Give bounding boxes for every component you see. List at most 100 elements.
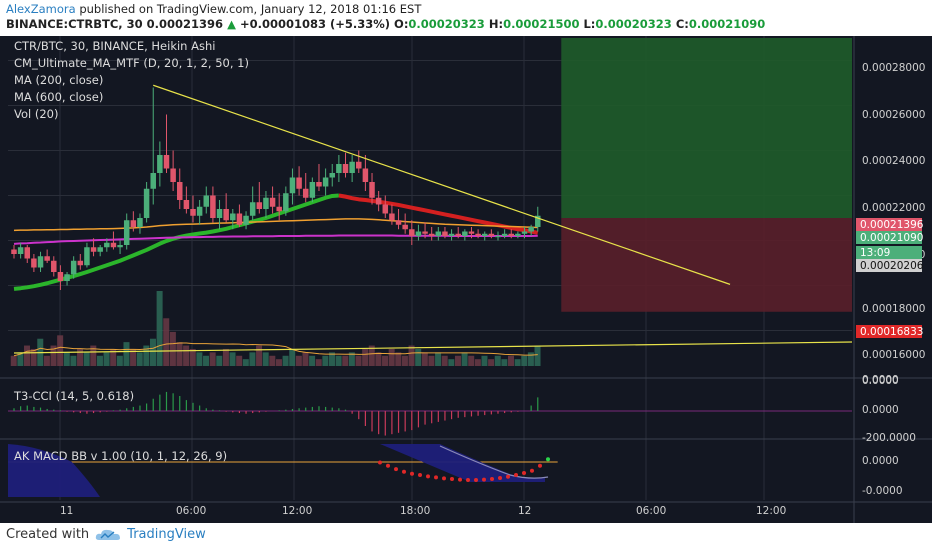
macd-dot [538, 463, 542, 468]
candles [11, 87, 541, 290]
candle-body [110, 242, 117, 248]
candle-body [462, 231, 468, 236]
candle-body [309, 182, 316, 198]
macd-tick-label: 0.0000 [862, 455, 899, 467]
candle-body [481, 233, 488, 236]
chart-legend: CTR/BTC, 30, BINANCE, Heikin Ashi CM_Ult… [13, 39, 249, 463]
candle-body [316, 182, 322, 187]
price-axis[interactable]: 0.00028000 0.00026000 0.00024000 0.00022000… [856, 62, 925, 497]
price-label-box [856, 246, 922, 259]
volume-bar [262, 352, 269, 366]
time-tick-label: 06:00 [176, 505, 206, 517]
symbol-info-line: BINANCE:CTRBTC, 30 0.00021396 ▲ +0.00001… [6, 17, 765, 31]
price-tick-label: 0.0000 [862, 375, 899, 387]
candle-body [57, 272, 64, 281]
position-zones[interactable] [561, 38, 852, 312]
volume-bar [428, 355, 435, 366]
volume-bar [322, 355, 329, 366]
candle-body [289, 177, 296, 194]
price-tick-label: 0.00026000 [862, 109, 925, 121]
candle-body [375, 197, 382, 205]
volume-bar [229, 352, 236, 366]
volume-bar [527, 352, 534, 366]
volume-bar [149, 338, 156, 366]
volume-bar [63, 352, 70, 366]
candle-body [402, 224, 408, 230]
volume-bar [103, 352, 110, 366]
low-label: L: [583, 17, 596, 31]
candle-body [117, 245, 123, 248]
candle-body [349, 161, 355, 173]
time-tick-label: 06:00 [636, 505, 666, 517]
candle-body [70, 260, 77, 275]
short-position-zone [561, 218, 852, 312]
candle-body [11, 249, 17, 254]
cci-tick-label: -200.0000 [862, 432, 916, 444]
volume-bar [169, 331, 176, 366]
volume-bar [110, 348, 117, 366]
candle-body [362, 168, 369, 182]
candle-body [51, 260, 57, 272]
candle-body [322, 177, 329, 187]
candle-body [249, 202, 256, 216]
volume-bar [534, 345, 541, 366]
time-axis[interactable]: 11 06:00 12:00 18:00 12 06:00 12:00 [60, 505, 786, 517]
candle-body [17, 247, 24, 254]
price-tick-label: 0.00016000 [862, 349, 925, 361]
candle-body [256, 202, 263, 209]
published-text: published on TradingView.com, January 12… [79, 2, 422, 16]
tradingview-cloud-icon [95, 529, 121, 540]
volume-bar [415, 348, 422, 366]
volume-bar [275, 359, 282, 366]
volume-bar [10, 355, 17, 366]
volume-bar [375, 352, 382, 366]
volume-bar [143, 345, 150, 366]
price-label-text: 0.00021090 [860, 232, 923, 244]
tradingview-brand-link[interactable]: TradingView [127, 527, 206, 542]
volume-bar [355, 355, 362, 366]
candle-body [230, 213, 236, 221]
close-value: 0.00021090 [688, 17, 766, 31]
price-label-box [856, 259, 922, 272]
price-tick-label: 0.00022000 [862, 202, 925, 214]
candle-body [150, 173, 156, 189]
candle-body [468, 231, 475, 234]
volume-bars [10, 291, 541, 366]
macd-dot [418, 473, 422, 478]
volume-bar [481, 355, 488, 366]
high-label: H: [488, 17, 504, 31]
author-link[interactable]: AlexZamora [6, 2, 76, 16]
volume-bar [236, 355, 243, 366]
candle-body [336, 164, 342, 173]
trendlines[interactable] [13, 84, 853, 354]
volume-bar [289, 348, 296, 366]
macd-dot [378, 460, 382, 465]
volume-bar [454, 355, 461, 366]
volume-bar [123, 342, 130, 366]
macd-dot [522, 471, 526, 476]
candle-body [521, 231, 528, 234]
candle-body [190, 209, 196, 216]
candle-body [501, 233, 508, 236]
macd-dot [442, 476, 446, 481]
volume-bar [77, 348, 84, 366]
candle-body [243, 215, 249, 225]
volume-bar [335, 355, 342, 366]
candle-body [422, 231, 428, 234]
candle-body [356, 161, 362, 169]
volume-bar [302, 352, 309, 366]
volume-bar [408, 345, 415, 366]
candle-body [137, 218, 143, 227]
volume-bar [328, 352, 335, 366]
volume-bar [269, 355, 276, 366]
volume-bar [441, 355, 448, 366]
chart-canvas[interactable]: 0.00028000 0.00026000 0.00024000 0.00022000… [0, 36, 932, 523]
candle-body [283, 193, 289, 212]
candle-body [236, 213, 243, 225]
volume-bar [90, 345, 97, 366]
volume-bar [222, 348, 229, 366]
candle-body [528, 227, 534, 232]
macd-tick-label: -0.0000 [862, 485, 903, 497]
macd-dot [466, 477, 470, 482]
candle-body [296, 177, 302, 189]
